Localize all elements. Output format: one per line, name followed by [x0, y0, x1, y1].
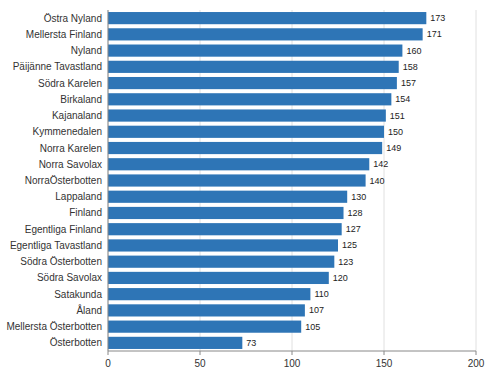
data-label: 154	[395, 94, 410, 104]
chart: Österbotten Mellersta Österbotten Åland Sat…	[0, 0, 494, 379]
data-label: 110	[314, 289, 328, 299]
bar	[108, 321, 301, 333]
bar	[108, 207, 344, 219]
bar	[108, 142, 382, 154]
category-label: Birkaland	[60, 94, 102, 105]
category-label: Åland	[76, 304, 102, 316]
category-label: Egentliga Finland	[25, 224, 102, 235]
bar	[108, 256, 334, 268]
data-label: 151	[390, 111, 405, 121]
x-tick-label: 100	[284, 358, 301, 369]
data-labels: 73 105 107 110 120 123 125 127 128 130 140 142 149 15…	[246, 13, 445, 348]
grid-line	[108, 10, 109, 351]
grid	[108, 10, 476, 351]
chart-container: Österbotten Mellersta Österbotten Åland Sat…	[0, 0, 494, 379]
data-label: 150	[388, 127, 403, 137]
bar	[108, 337, 242, 349]
category-label: Nyland	[71, 45, 102, 56]
category-label: Östra Nyland	[44, 13, 102, 24]
category-label: Norra Savolax	[39, 159, 102, 170]
category-label: Lappaland	[55, 191, 102, 202]
category-label: Egentliga Tavastland	[10, 240, 102, 251]
data-label: 158	[403, 62, 418, 72]
bar	[108, 223, 342, 235]
category-label: Finland	[69, 207, 102, 218]
data-label: 127	[346, 224, 361, 234]
bar	[108, 28, 423, 40]
x-tick	[292, 351, 293, 355]
x-tick	[476, 351, 477, 355]
bar	[108, 239, 338, 251]
x-tick-label: 0	[105, 358, 111, 369]
category-label: Södra Savolax	[37, 272, 102, 283]
data-label: 140	[370, 176, 385, 186]
bar	[108, 191, 347, 203]
x-tick-label: 200	[468, 358, 485, 369]
category-label: Mellersta Finland	[26, 29, 102, 40]
bar	[108, 288, 310, 300]
x-tick	[108, 351, 109, 355]
category-label: Päijänne Tavastland	[13, 61, 102, 72]
data-label: 149	[386, 143, 401, 153]
bar	[108, 158, 369, 170]
data-label: 128	[348, 208, 363, 218]
data-label: 73	[246, 338, 256, 348]
bar	[108, 109, 386, 121]
category-label: Österbotten	[50, 337, 102, 348]
grid-line	[476, 10, 477, 351]
category-label: NorraÖsterbotten	[25, 175, 102, 186]
category-label: Kymmenedalen	[33, 126, 102, 137]
bar	[108, 126, 384, 138]
category-label: Södra Österbotten	[20, 256, 102, 267]
bar	[108, 272, 329, 284]
bar	[108, 93, 391, 105]
data-label: 130	[351, 192, 366, 202]
x-tick-label: 150	[376, 358, 393, 369]
y-axis-line	[108, 10, 109, 351]
bar	[108, 77, 397, 89]
bar	[108, 174, 366, 186]
category-label: Kajanaland	[52, 110, 102, 121]
data-label: 142	[373, 159, 388, 169]
data-label: 107	[309, 305, 324, 315]
x-tick-label: 50	[194, 358, 206, 369]
category-label: Mellersta Österbotten	[6, 321, 102, 332]
axes: 0 50 100 150 200	[105, 10, 485, 369]
data-label: 125	[342, 240, 357, 250]
data-label: 157	[401, 78, 416, 88]
data-label: 105	[305, 322, 320, 332]
data-label: 120	[333, 273, 348, 283]
x-tick	[384, 351, 385, 355]
y-axis-labels: Österbotten Mellersta Österbotten Åland Sat…	[6, 13, 102, 349]
bar	[108, 12, 426, 24]
bar	[108, 61, 399, 73]
data-label: 160	[406, 46, 421, 56]
data-label: 173	[430, 13, 445, 23]
bar	[108, 45, 402, 57]
x-tick	[200, 351, 201, 355]
bar	[108, 304, 305, 316]
category-label: Norra Karelen	[40, 143, 102, 154]
bars	[108, 12, 426, 349]
data-label: 171	[427, 29, 442, 39]
category-label: Satakunda	[54, 289, 102, 300]
data-label: 123	[338, 257, 353, 267]
category-label: Södra Karelen	[38, 78, 102, 89]
